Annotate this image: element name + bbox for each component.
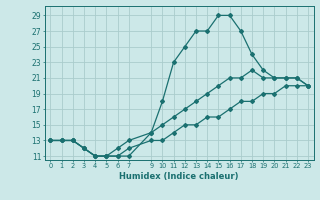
X-axis label: Humidex (Indice chaleur): Humidex (Indice chaleur) [119,172,239,181]
